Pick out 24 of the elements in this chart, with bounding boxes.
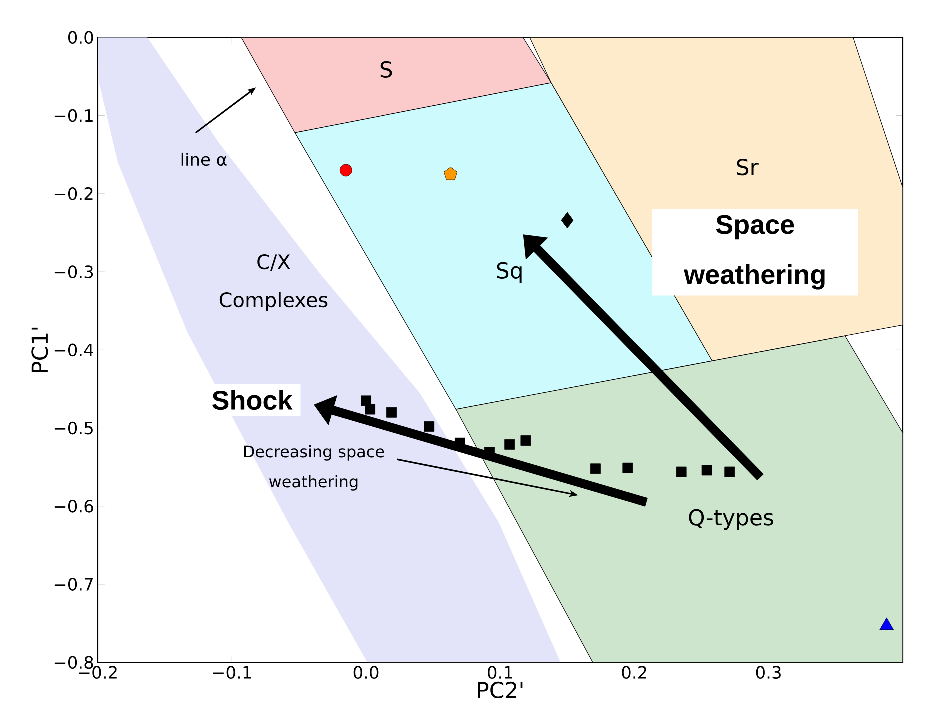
y-tick-label: −0.1 — [54, 109, 93, 122]
y-tick-label: −0.5 — [54, 422, 93, 435]
annotation: S — [380, 61, 392, 78]
y-tick-label: −0.3 — [54, 266, 94, 278]
annotation: Space weathering — [684, 215, 825, 290]
y-tick-label: −0.6 — [54, 500, 94, 513]
y-axis-title: PC1' — [32, 328, 48, 372]
y-tick-label: −0.7 — [54, 578, 93, 591]
annotation: Decreasing space weathering — [244, 445, 384, 491]
x-tick-label: 0.0 — [354, 666, 379, 680]
y-tick-label: 0.0 — [68, 31, 94, 44]
x-tick-label: 0.2 — [622, 666, 646, 680]
annotation: Shock — [212, 390, 293, 410]
y-tick-label: −0.2 — [54, 187, 93, 200]
annotation: Sq — [497, 262, 522, 284]
annotation: C/X Complexes — [220, 254, 328, 312]
x-tick-label: 0.1 — [488, 666, 512, 680]
annotation: Sr — [737, 159, 759, 176]
annotation: Q-types — [689, 509, 774, 530]
y-tick-label: −0.4 — [54, 344, 94, 357]
x-tick-label: 0.3 — [756, 666, 781, 680]
x-axis-title: PC2' — [478, 682, 523, 699]
annotation: line α — [182, 152, 227, 166]
x-tick-label: −0.1 — [213, 666, 252, 680]
